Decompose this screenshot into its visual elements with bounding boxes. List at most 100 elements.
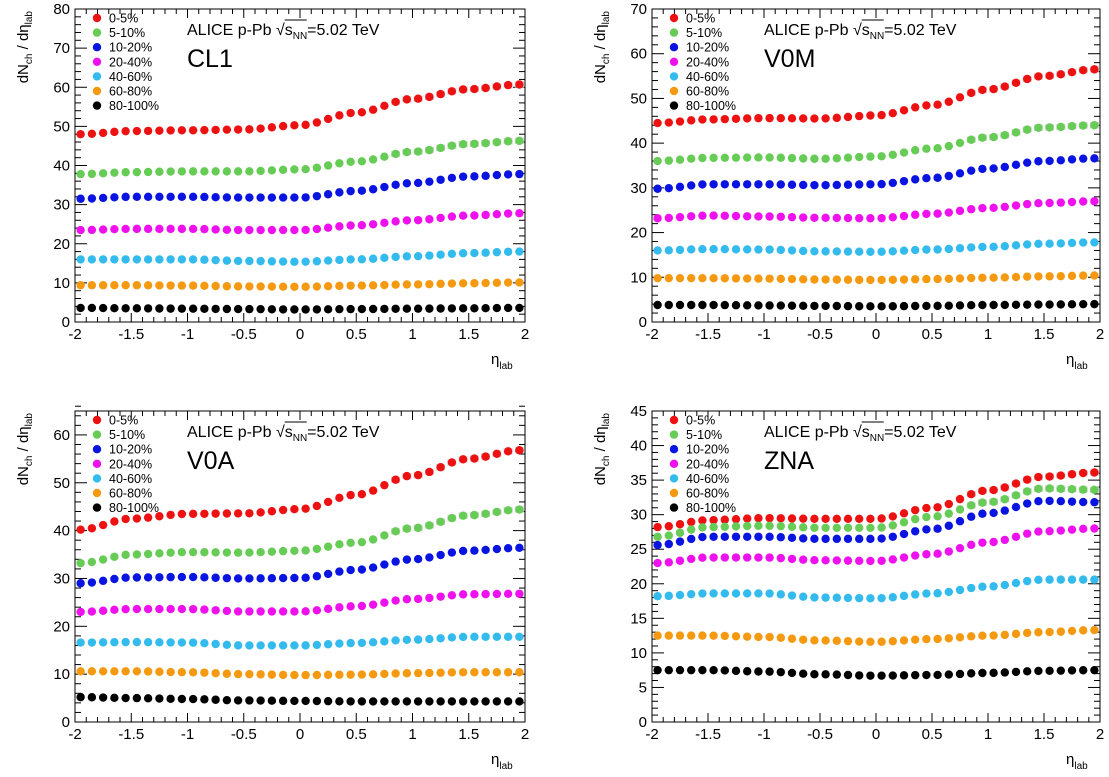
data-point xyxy=(653,118,662,128)
data-point xyxy=(245,574,254,583)
data-point xyxy=(899,671,909,680)
data-point xyxy=(888,521,897,530)
legend-label: 40-60% xyxy=(686,472,729,486)
data-point xyxy=(810,301,819,311)
x-tick-label: 2 xyxy=(521,326,529,343)
data-point xyxy=(481,509,490,519)
data-point xyxy=(98,667,108,676)
data-point xyxy=(888,555,897,564)
data-point xyxy=(821,154,830,163)
data-point xyxy=(888,213,897,222)
data-point xyxy=(278,282,288,291)
data-point xyxy=(245,607,254,616)
legend-label: 20-40% xyxy=(686,55,729,69)
data-point xyxy=(698,516,707,525)
legend-marker xyxy=(669,503,679,512)
data-point xyxy=(1056,526,1066,535)
data-point xyxy=(470,248,479,258)
data-point xyxy=(391,596,400,605)
data-point xyxy=(245,509,254,518)
data-point xyxy=(211,573,220,582)
data-point xyxy=(233,607,243,616)
data-point xyxy=(1045,575,1054,584)
data-point xyxy=(922,101,931,110)
data-point xyxy=(989,668,998,678)
legend-label: 60-80% xyxy=(686,85,729,99)
legend-marker xyxy=(92,13,102,23)
data-point xyxy=(754,532,763,541)
data-point xyxy=(731,274,741,283)
data-point xyxy=(267,641,277,650)
data-point xyxy=(267,547,277,556)
data-point xyxy=(200,167,209,176)
data-point xyxy=(425,279,434,289)
data-point xyxy=(110,552,119,561)
data-point xyxy=(357,697,367,706)
data-point xyxy=(481,83,490,93)
data-point xyxy=(233,509,243,518)
data-point xyxy=(810,275,819,284)
data-point xyxy=(1045,300,1054,309)
data-point xyxy=(335,159,344,168)
data-point xyxy=(1022,576,1032,586)
data-point xyxy=(978,509,987,518)
collaboration-label: ALICE p-Pb √sNN=5.02 TeV xyxy=(764,22,957,42)
data-point xyxy=(922,670,931,680)
data-point xyxy=(933,173,942,182)
data-point xyxy=(177,167,187,176)
data-point xyxy=(911,146,920,155)
data-point xyxy=(843,556,853,565)
data-point xyxy=(776,113,785,123)
data-point xyxy=(155,667,164,676)
x-tick-label: -2 xyxy=(68,326,81,343)
data-point xyxy=(955,633,965,642)
legend-marker xyxy=(92,445,102,454)
data-point xyxy=(899,246,909,255)
data-point xyxy=(245,304,254,314)
data-point xyxy=(787,514,797,523)
data-point xyxy=(256,607,265,616)
data-point xyxy=(278,696,288,706)
series-0-5% xyxy=(653,65,1099,128)
data-point xyxy=(200,224,209,234)
data-point xyxy=(267,507,277,516)
data-point xyxy=(922,503,931,513)
data-point xyxy=(110,517,119,526)
data-point xyxy=(955,585,965,595)
data-point xyxy=(1056,239,1066,248)
data-point xyxy=(267,193,277,202)
data-point xyxy=(110,574,119,584)
data-point xyxy=(222,167,232,176)
data-point xyxy=(436,250,445,259)
data-point xyxy=(855,671,864,680)
data-point xyxy=(731,180,741,189)
data-point xyxy=(1022,300,1032,309)
data-point xyxy=(933,209,942,218)
data-point xyxy=(503,697,513,706)
data-point xyxy=(368,304,378,314)
data-point xyxy=(911,590,920,599)
y-tick-label: 60 xyxy=(630,46,647,63)
data-point xyxy=(357,304,367,314)
data-point xyxy=(1000,273,1009,282)
data-point xyxy=(470,668,479,677)
data-point xyxy=(267,166,277,175)
data-point xyxy=(425,668,434,678)
data-point xyxy=(899,509,909,518)
data-point xyxy=(799,180,808,190)
data-point xyxy=(346,602,355,611)
data-point xyxy=(1000,131,1009,140)
data-point xyxy=(911,670,920,680)
data-point xyxy=(402,252,412,261)
data-point xyxy=(687,589,696,599)
data-point xyxy=(866,523,875,532)
data-point xyxy=(200,548,209,557)
y-tick-label: 70 xyxy=(630,1,647,18)
data-point xyxy=(933,634,942,644)
data-point xyxy=(503,506,513,515)
data-point xyxy=(765,212,774,221)
data-point xyxy=(799,534,808,543)
data-point xyxy=(955,301,965,310)
data-point xyxy=(877,514,886,523)
data-point xyxy=(843,514,853,524)
